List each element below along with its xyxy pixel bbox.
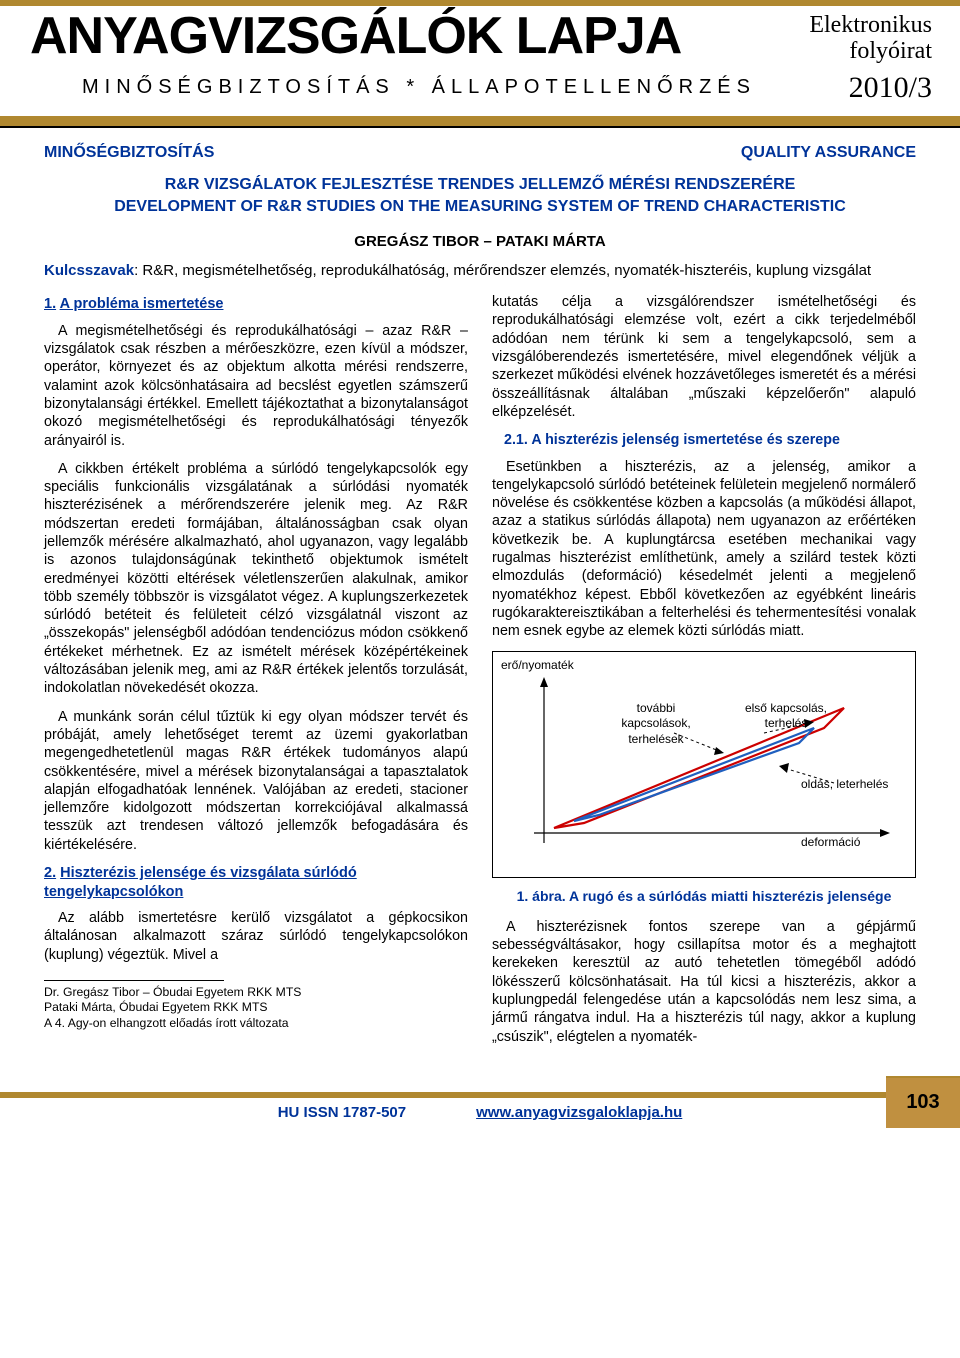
masthead-r2: folyóirat	[809, 38, 932, 64]
section-head-right: QUALITY ASSURANCE	[741, 144, 916, 162]
footnote-1: Dr. Gregász Tibor – Óbudai Egyetem RKK M…	[44, 985, 468, 1000]
figure-1-chart: további kapcsolások, terhelések első kap…	[501, 673, 907, 873]
para-3: A munkánk során célul tűztük ki egy olya…	[44, 708, 468, 854]
section-heads: MINŐSÉGBIZTOSÍTÁS QUALITY ASSURANCE	[44, 144, 916, 162]
section-1-heading: 1. A probléma ismertetése	[44, 295, 468, 314]
figure-label-further: további kapcsolások, terhelések	[601, 701, 711, 747]
article-title-en: DEVELOPMENT OF R&R STUDIES ON THE MEASUR…	[44, 196, 916, 218]
footnotes: Dr. Gregász Tibor – Óbudai Egyetem RKK M…	[44, 985, 468, 1031]
article-title-block: R&R VIZSGÁLATOK FEJLESZTÉSE TRENDES JELL…	[44, 174, 916, 217]
footnote-3: A 4. Agy-on elhangzott előadás írott vál…	[44, 1016, 468, 1031]
footnote-2: Pataki Márta, Óbudai Egyetem RKK MTS	[44, 1000, 468, 1015]
section-head-left: MINŐSÉGBIZTOSÍTÁS	[44, 144, 214, 162]
column-left: 1. A probléma ismertetése A megismételhe…	[44, 293, 468, 1056]
para-7: A hiszterézisnek fontos szerepe van a gé…	[492, 918, 916, 1046]
article-authors: GREGÁSZ TIBOR – PATAKI MÁRTA	[44, 233, 916, 250]
footer-row: HU ISSN 1787-507 www.anyagvizsgaloklapja…	[0, 1104, 960, 1121]
figure-1-svg	[514, 673, 894, 853]
figure-label-first: első kapcsolás, terhelés	[731, 701, 841, 732]
column-right: kutatás célja a vizsgálórendszer ismétel…	[492, 293, 916, 1056]
figure-1-box: erő/nyomaték	[492, 651, 916, 878]
journal-url-link[interactable]: www.anyagvizsgaloklapja.hu	[476, 1104, 682, 1121]
footnote-separator	[44, 980, 224, 981]
masthead-subtitle: MINŐSÉGBIZTOSÍTÁS * ÁLLAPOTELLENŐRZÉS	[82, 76, 756, 99]
masthead-right: Elektronikus folyóirat 2010/3	[809, 12, 932, 105]
para-5: kutatás célja a vizsgálórendszer ismétel…	[492, 293, 916, 421]
section-2-num: 2.	[44, 865, 56, 881]
page-number-box: 103	[886, 1076, 960, 1128]
journal-header: ANYAGVIZSGÁLÓK LAPJA MINŐSÉGBIZTOSÍTÁS *…	[0, 0, 960, 128]
keywords-text: R&R, megismételhetőség, reprodukálhatósá…	[142, 262, 871, 279]
para-2: A cikkben értékelt probléma a súrlódó te…	[44, 460, 468, 698]
section-2-heading: 2. Hiszterézis jelensége és vizsgálata s…	[44, 864, 468, 901]
section-2-1-title: A hiszterézis jelenség ismertetése és sz…	[531, 432, 840, 448]
issn: HU ISSN 1787-507	[278, 1104, 406, 1121]
figure-label-x: deformáció	[801, 835, 860, 850]
columns: 1. A probléma ismertetése A megismételhe…	[44, 293, 916, 1056]
header-bar-bottom	[0, 116, 960, 126]
figure-1-ylabel: erő/nyomaték	[501, 658, 907, 673]
page-number: 103	[906, 1091, 939, 1114]
section-2-1-heading: 2.1. A hiszterézis jelenség ismertetése …	[520, 431, 916, 449]
arrow-unload-head-icon	[779, 763, 789, 773]
para-6: Esetünkben a hiszterézis, az a jelenség,…	[492, 458, 916, 641]
figure-1-caption: 1. ábra. A rugó és a súrlódás miatti his…	[492, 888, 916, 906]
footer-bar	[0, 1092, 960, 1098]
arrow-further-head-icon	[714, 747, 724, 755]
section-2-1-num: 2.1.	[504, 432, 528, 448]
masthead-title: ANYAGVIZSGÁLÓK LAPJA	[30, 6, 681, 66]
section-2-title: Hiszterézis jelensége és vizsgálata súrl…	[44, 865, 357, 900]
y-axis-arrow-icon	[540, 677, 548, 687]
section-1-num: 1.	[44, 296, 56, 312]
masthead-issue: 2010/3	[809, 71, 932, 105]
page-body: MINŐSÉGBIZTOSÍTÁS QUALITY ASSURANCE R&R …	[0, 128, 960, 1066]
keywords-label: Kulcsszavak	[44, 262, 134, 279]
para-1: A megismételhetőségi és reprodukálhatósá…	[44, 322, 468, 450]
x-axis-arrow-icon	[880, 829, 890, 837]
article-title-hu: R&R VIZSGÁLATOK FEJLESZTÉSE TRENDES JELL…	[44, 174, 916, 196]
figure-label-unload: oldás, leterhelés	[801, 777, 901, 792]
para-4: Az alább ismertetésre kerülő vizsgálatot…	[44, 909, 468, 964]
page-footer: HU ISSN 1787-507 www.anyagvizsgaloklapja…	[0, 1084, 960, 1128]
masthead-r1: Elektronikus	[809, 12, 932, 38]
section-1-title: A probléma ismertetése	[60, 296, 224, 312]
keywords-row: Kulcsszavak: R&R, megismételhetőség, rep…	[78, 262, 916, 279]
